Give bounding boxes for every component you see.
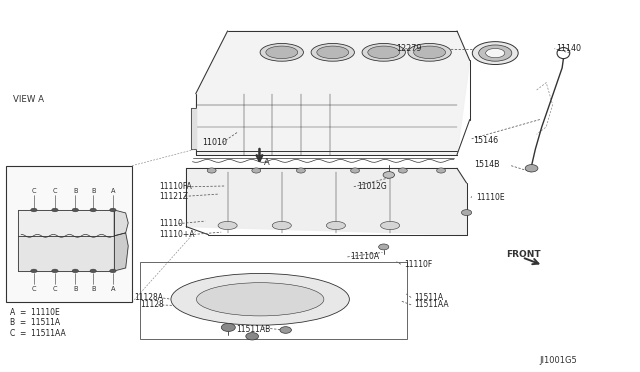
Text: 1514B: 1514B bbox=[474, 160, 500, 169]
Bar bbox=[140, 262, 406, 339]
Ellipse shape bbox=[260, 44, 303, 61]
Text: A: A bbox=[111, 188, 115, 194]
Circle shape bbox=[221, 323, 236, 331]
Text: C: C bbox=[31, 188, 36, 194]
Ellipse shape bbox=[326, 221, 346, 230]
Text: 12279: 12279 bbox=[396, 44, 422, 53]
Circle shape bbox=[280, 327, 291, 333]
Circle shape bbox=[246, 333, 259, 340]
Circle shape bbox=[72, 269, 79, 273]
Text: C  =  11511AA: C = 11511AA bbox=[10, 329, 65, 338]
Text: C: C bbox=[52, 286, 57, 292]
Circle shape bbox=[296, 168, 305, 173]
Text: C: C bbox=[31, 286, 36, 292]
Text: 11121Z: 11121Z bbox=[159, 192, 188, 201]
Circle shape bbox=[31, 208, 37, 212]
Ellipse shape bbox=[413, 46, 445, 59]
Text: A  =  11110E: A = 11110E bbox=[10, 308, 60, 317]
Ellipse shape bbox=[171, 273, 349, 325]
Text: A: A bbox=[264, 158, 269, 167]
Text: VIEW A: VIEW A bbox=[13, 95, 44, 104]
Circle shape bbox=[52, 208, 58, 212]
Ellipse shape bbox=[196, 283, 324, 316]
Text: 11110E: 11110E bbox=[476, 193, 505, 202]
Text: 11140: 11140 bbox=[556, 44, 580, 53]
Ellipse shape bbox=[218, 221, 237, 230]
Polygon shape bbox=[114, 233, 128, 271]
Ellipse shape bbox=[317, 46, 349, 59]
Text: 15146: 15146 bbox=[473, 137, 498, 145]
Text: 11110F: 11110F bbox=[404, 260, 433, 269]
Text: B: B bbox=[91, 286, 95, 292]
Polygon shape bbox=[114, 210, 128, 236]
Text: 11110+A: 11110+A bbox=[159, 230, 195, 239]
Text: 11110: 11110 bbox=[159, 219, 183, 228]
Circle shape bbox=[398, 168, 407, 173]
Ellipse shape bbox=[311, 44, 355, 61]
Text: FRONT: FRONT bbox=[506, 250, 541, 259]
Circle shape bbox=[52, 269, 58, 273]
Ellipse shape bbox=[479, 45, 512, 61]
Text: 11110FA: 11110FA bbox=[159, 182, 192, 191]
Text: 11128A: 11128A bbox=[134, 293, 163, 302]
Text: 11511AA: 11511AA bbox=[414, 300, 449, 310]
Circle shape bbox=[109, 208, 116, 212]
Circle shape bbox=[379, 244, 389, 250]
Polygon shape bbox=[196, 31, 470, 155]
Ellipse shape bbox=[362, 44, 405, 61]
Ellipse shape bbox=[272, 221, 291, 230]
Polygon shape bbox=[191, 109, 196, 149]
Ellipse shape bbox=[381, 221, 399, 230]
Circle shape bbox=[90, 269, 97, 273]
Ellipse shape bbox=[472, 42, 518, 64]
Ellipse shape bbox=[368, 46, 399, 59]
Text: B: B bbox=[91, 188, 95, 194]
Text: 11511AB: 11511AB bbox=[236, 325, 270, 334]
Circle shape bbox=[383, 171, 394, 178]
Circle shape bbox=[109, 269, 116, 273]
Text: 11128: 11128 bbox=[140, 300, 164, 310]
Text: C: C bbox=[52, 188, 57, 194]
Circle shape bbox=[252, 168, 260, 173]
Text: 11012G: 11012G bbox=[357, 182, 387, 191]
Circle shape bbox=[436, 168, 445, 173]
Text: A: A bbox=[111, 286, 115, 292]
Ellipse shape bbox=[486, 48, 505, 58]
Text: JI1001G5: JI1001G5 bbox=[540, 356, 577, 365]
Circle shape bbox=[207, 168, 216, 173]
Bar bbox=[6, 166, 132, 302]
Text: B: B bbox=[73, 188, 77, 194]
Circle shape bbox=[461, 210, 472, 215]
Circle shape bbox=[31, 269, 37, 273]
Text: 11511A: 11511A bbox=[414, 293, 444, 302]
Circle shape bbox=[90, 208, 97, 212]
Text: B  =  11511A: B = 11511A bbox=[10, 318, 60, 327]
Polygon shape bbox=[18, 236, 114, 271]
Polygon shape bbox=[186, 168, 467, 235]
Polygon shape bbox=[18, 210, 114, 236]
Text: 11110A: 11110A bbox=[351, 252, 380, 262]
Circle shape bbox=[72, 208, 79, 212]
Circle shape bbox=[525, 164, 538, 172]
Text: 11010: 11010 bbox=[202, 138, 227, 147]
Text: B: B bbox=[73, 286, 77, 292]
Ellipse shape bbox=[408, 44, 451, 61]
Circle shape bbox=[351, 168, 360, 173]
Ellipse shape bbox=[266, 46, 298, 59]
